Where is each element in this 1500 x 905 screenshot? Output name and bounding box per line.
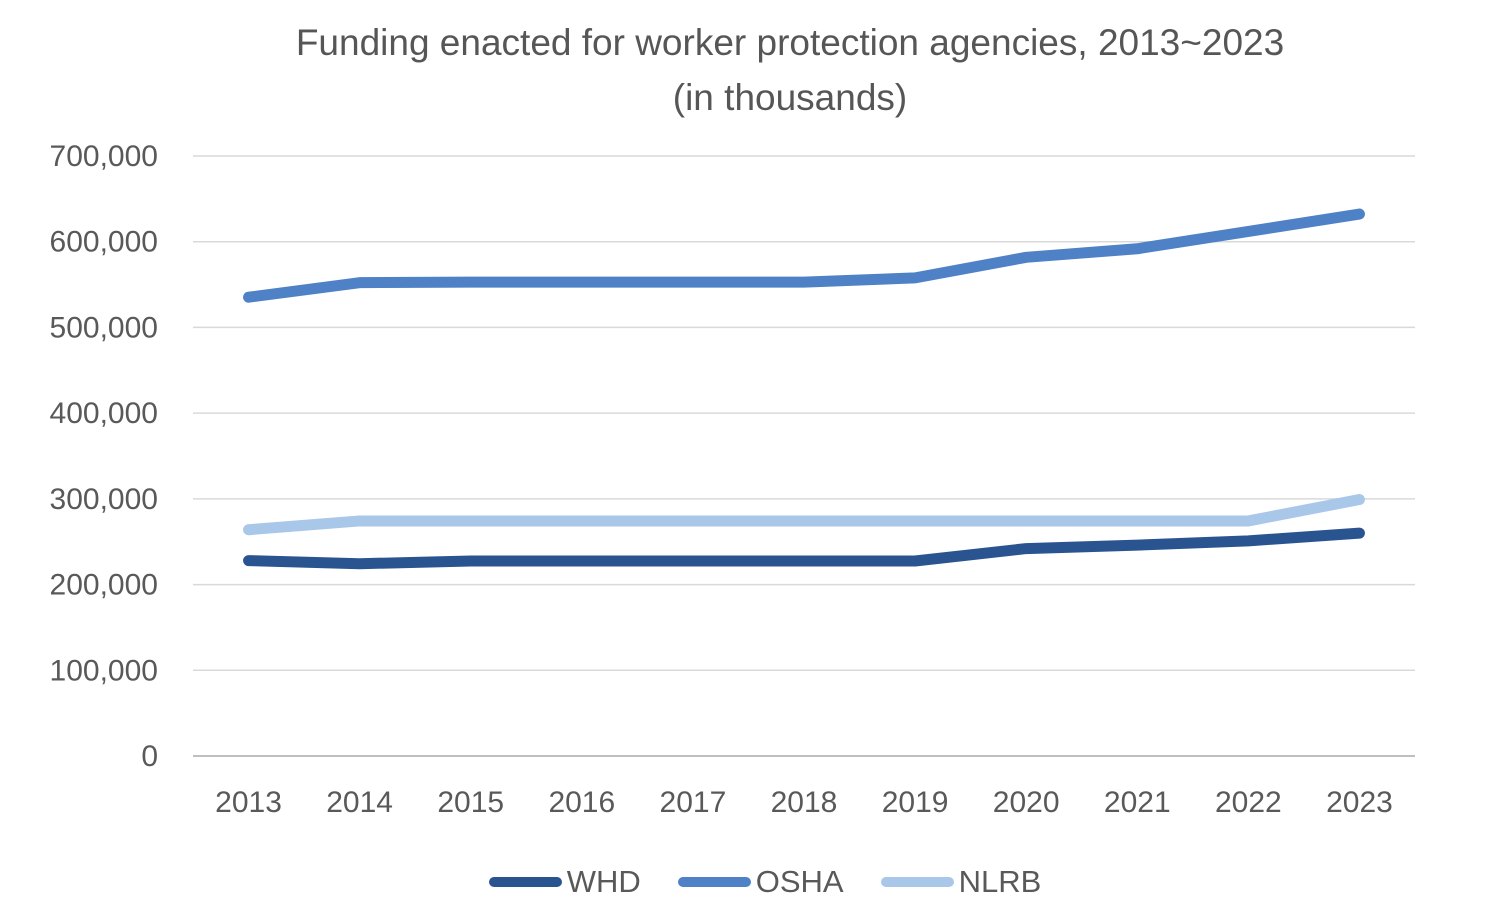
legend-label-osha: OSHA xyxy=(755,864,844,899)
legend-swatch-osha xyxy=(677,877,751,887)
x-tick-label-2022: 2022 xyxy=(1215,786,1282,819)
chart-title-block: Funding enacted for worker protection ag… xyxy=(95,16,1485,126)
series-line-osha xyxy=(243,208,1365,303)
series-line-nlrb xyxy=(243,494,1365,536)
series-lines xyxy=(243,208,1365,570)
x-tick-label-2023: 2023 xyxy=(1326,786,1393,819)
legend-label-nlrb: NLRB xyxy=(958,864,1042,899)
legend: WHD OSHA NLRB xyxy=(30,860,1500,904)
y-tick-label-0: 0 xyxy=(141,740,158,773)
x-tick-label-2013: 2013 xyxy=(215,786,282,819)
y-tick-label-300000: 300,000 xyxy=(50,483,158,516)
legend-swatch-whd xyxy=(488,877,562,887)
x-axis-labels: 2013 2014 2015 2016 2017 2018 2019 2020 2021 2022… xyxy=(215,786,1393,819)
x-tick-label-2020: 2020 xyxy=(993,786,1060,819)
gridlines xyxy=(193,155,1415,757)
y-tick-label-700000: 700,000 xyxy=(50,140,158,173)
legend-item-whd: WHD xyxy=(488,864,641,900)
x-tick-label-2014: 2014 xyxy=(326,786,393,819)
x-tick-label-2018: 2018 xyxy=(771,786,838,819)
legend-item-nlrb: NLRB xyxy=(880,864,1042,900)
legend-label-whd: WHD xyxy=(566,864,641,899)
chart-subtitle: (in thousands) xyxy=(672,76,908,118)
series-line-whd xyxy=(243,527,1365,570)
chart-title: Funding enacted for worker protection ag… xyxy=(295,22,1285,63)
x-tick-label-2019: 2019 xyxy=(882,786,949,819)
y-tick-label-500000: 500,000 xyxy=(50,311,158,344)
y-tick-label-200000: 200,000 xyxy=(50,569,158,602)
x-tick-label-2016: 2016 xyxy=(548,786,615,819)
y-tick-label-600000: 600,000 xyxy=(50,226,158,259)
x-tick-label-2015: 2015 xyxy=(437,786,504,819)
x-tick-label-2021: 2021 xyxy=(1104,786,1171,819)
y-tick-label-100000: 100,000 xyxy=(50,654,158,687)
legend-swatch-nlrb xyxy=(880,877,954,887)
legend-item-osha: OSHA xyxy=(677,864,844,900)
y-tick-label-400000: 400,000 xyxy=(50,397,158,430)
y-axis-labels: 0 100,000 200,000 300,000 400,000 500,000 600,… xyxy=(50,140,158,773)
x-tick-label-2017: 2017 xyxy=(660,786,727,819)
